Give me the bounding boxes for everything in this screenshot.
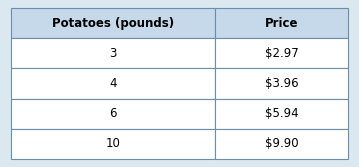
Text: $3.96: $3.96 [265, 77, 298, 90]
Bar [215, 8, 348, 38]
Text: $5.94: $5.94 [265, 107, 298, 120]
Bar [11, 129, 215, 159]
Bar [11, 8, 215, 38]
Bar [11, 99, 215, 129]
Text: $2.97: $2.97 [265, 47, 298, 60]
Text: Price: Price [265, 17, 298, 30]
Text: 6: 6 [109, 107, 117, 120]
Text: $9.90: $9.90 [265, 137, 298, 150]
Bar [215, 129, 348, 159]
Bar [215, 68, 348, 99]
Text: Potatoes (pounds): Potatoes (pounds) [52, 17, 174, 30]
Bar [11, 38, 215, 68]
Text: 3: 3 [109, 47, 117, 60]
Text: 4: 4 [109, 77, 117, 90]
Bar [215, 38, 348, 68]
Bar [215, 99, 348, 129]
Bar [11, 68, 215, 99]
Text: 10: 10 [106, 137, 120, 150]
